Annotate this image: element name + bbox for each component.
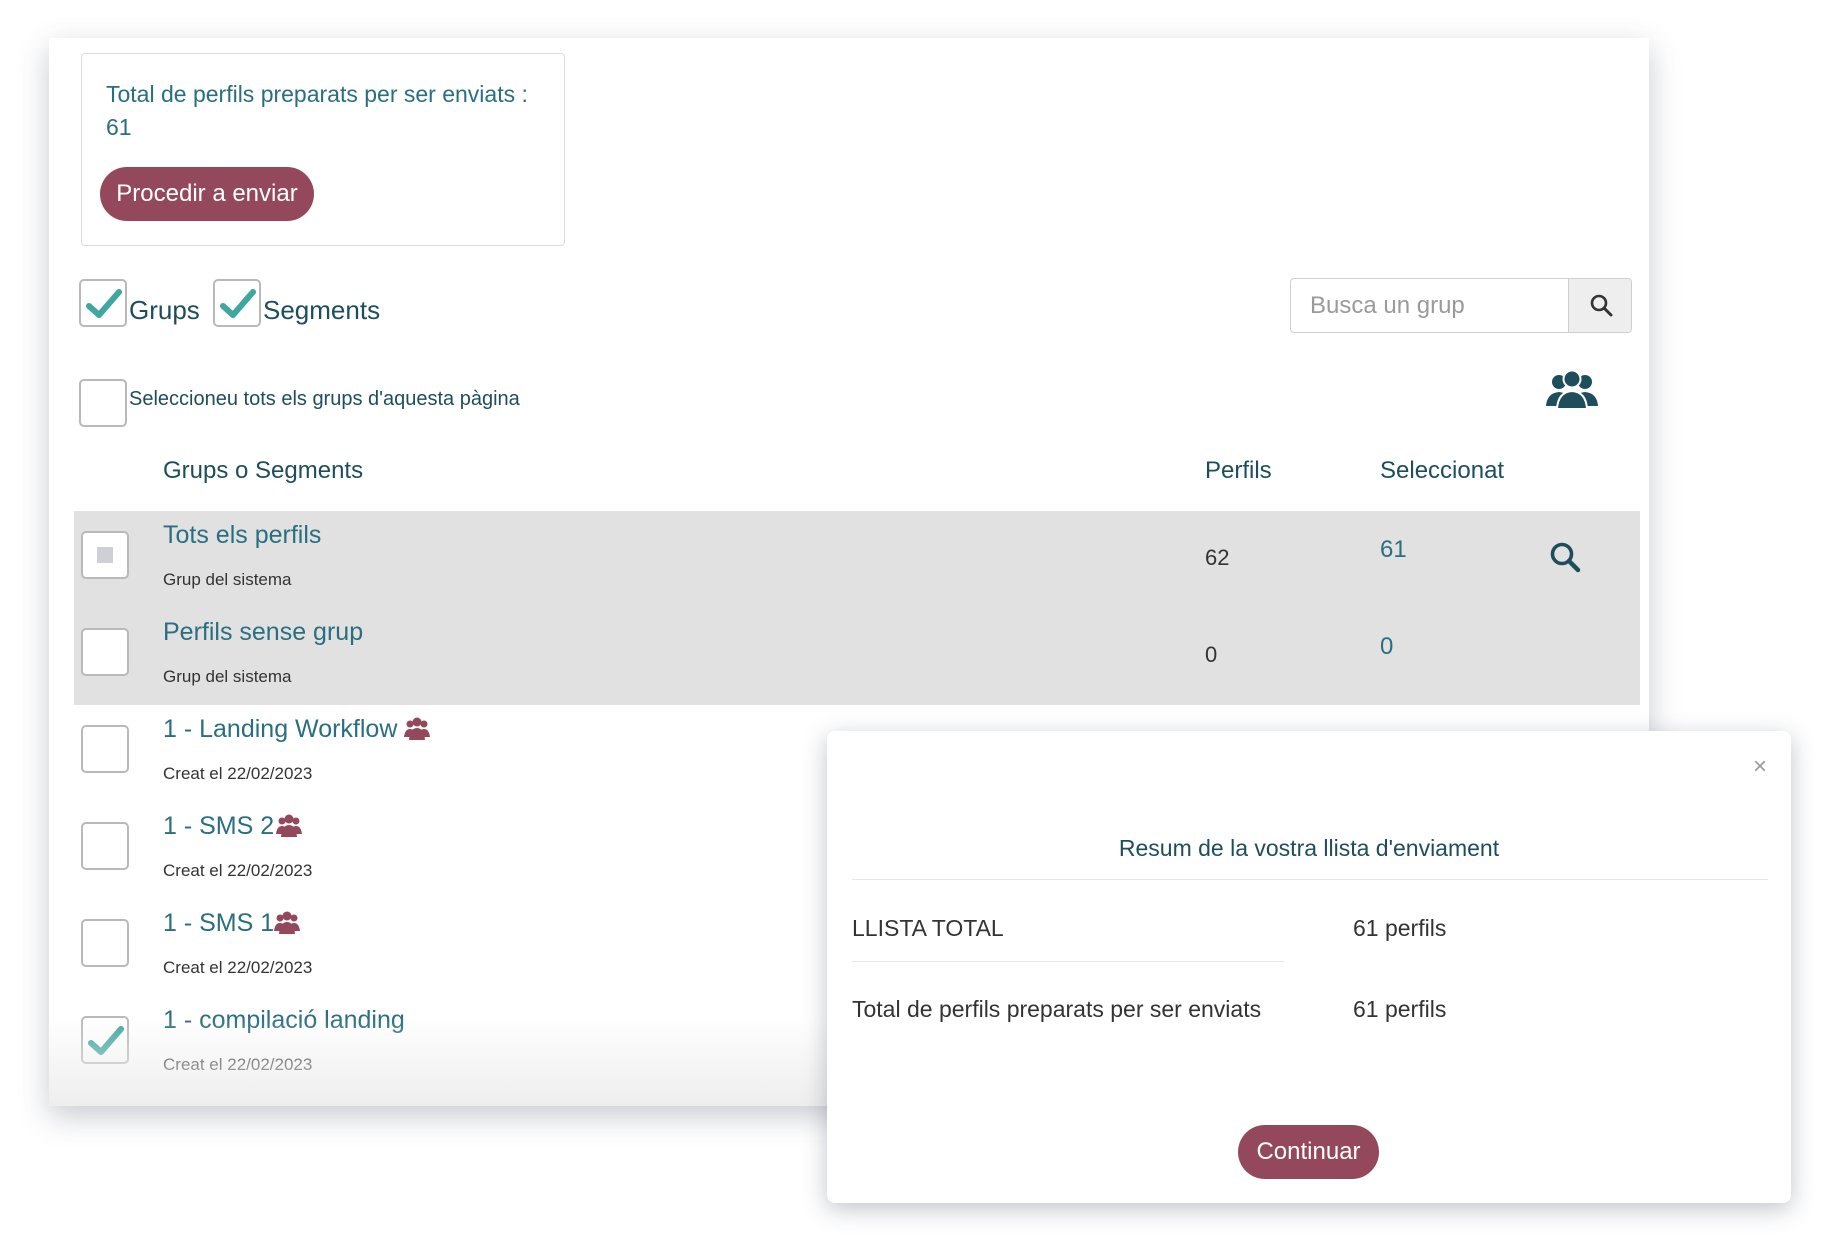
search-button[interactable] [1568,279,1631,332]
modal-title: Resum de la vostra llista d'enviament [1118,835,1500,861]
segments-filter-checkbox[interactable] [213,279,261,327]
column-header-selected: Seleccionat [1380,457,1505,484]
continue-button[interactable]: Continuar [1238,1125,1379,1179]
send-summary-box: Total de perfils preparats per ser envia… [81,53,565,246]
row-title-link[interactable]: 1 - Landing Workflow [163,715,398,743]
row-checkbox[interactable] [81,1016,129,1064]
row-subtitle: Grup del sistema [163,667,292,686]
row-perfils-count: 62 [1205,545,1230,570]
table-row: 1 - SMS 1 Creat el 22/02/2023 [74,899,1640,996]
column-header-perfils: Perfils [1205,457,1272,484]
table-row: 1 - SMS 2 Creat el 22/02/2023 [74,802,1640,899]
ready-profiles-label: Total de perfils preparats per ser envia… [852,996,1262,1022]
segments-filter-label: Segments [263,295,381,325]
row-subtitle: Creat el 22/02/2023 [163,958,313,977]
group-search-input[interactable] [1291,279,1569,332]
checkmark-icon [220,289,256,318]
row-subtitle: Creat el 22/02/2023 [163,861,313,880]
summary-text: Total de perfils preparats per ser envia… [106,81,528,140]
checkmark-icon [88,1026,124,1055]
row-checkbox[interactable] [81,919,129,967]
select-all-checkbox[interactable] [79,379,127,427]
row-subtitle: Creat el 22/02/2023 [163,764,313,783]
divider [852,961,1284,962]
groups-filter-label: Grups [129,295,200,325]
ready-profiles-value: 61 perfils [1353,996,1447,1022]
row-selected-count[interactable]: 61 [1380,536,1407,563]
groups-filter-checkbox[interactable] [79,279,127,327]
users-icon [276,814,302,843]
row-checkbox[interactable] [81,628,129,676]
proceed-send-button[interactable]: Procedir a enviar [100,167,314,221]
divider [852,879,1768,880]
search-icon [1590,294,1613,317]
row-subtitle: Creat el 22/02/2023 [163,1055,313,1074]
search-icon[interactable] [1549,541,1581,578]
indeterminate-mark [97,547,113,563]
row-title-link[interactable]: 1 - SMS 1 [163,909,275,937]
total-list-label: LLISTA TOTAL [852,915,1004,941]
row-title-link[interactable]: 1 - compilació landing [163,1006,405,1034]
row-perfils-count: 0 [1205,642,1218,667]
row-title-link[interactable]: Perfils sense grup [163,618,364,646]
total-list-value: 61 perfils [1353,915,1447,941]
checkmark-icon [86,289,122,318]
table-row: Perfils sense grup Grup del sistema 0 0 [74,608,1640,705]
row-checkbox[interactable] [81,822,129,870]
users-icon[interactable] [1544,369,1600,415]
select-all-label: Seleccioneu tots els grups d'aquesta pàg… [129,388,520,410]
row-selected-count[interactable]: 0 [1380,633,1394,660]
users-icon [274,911,300,940]
row-title-link[interactable]: Tots els perfils [163,521,322,549]
sending-summary-modal: × Resum de la vostra llista d'enviament … [827,731,1791,1203]
table-row: 1 - Landing Workflow Creat el 22/02/2023 [74,705,1640,802]
row-checkbox[interactable] [81,531,129,579]
table-row: 1 - compilació landing Creat el 22/02/20… [74,996,1640,1093]
row-subtitle: Grup del sistema [163,570,292,589]
row-title-link[interactable]: 1 - SMS 2 [163,812,275,840]
close-icon[interactable]: × [1752,753,1767,780]
users-icon [404,717,430,746]
row-checkbox[interactable] [81,725,129,773]
column-header-groups: Grups o Segments [163,457,364,484]
group-search [1290,278,1632,333]
table-row: Tots els perfils Grup del sistema 62 61 [74,511,1640,608]
